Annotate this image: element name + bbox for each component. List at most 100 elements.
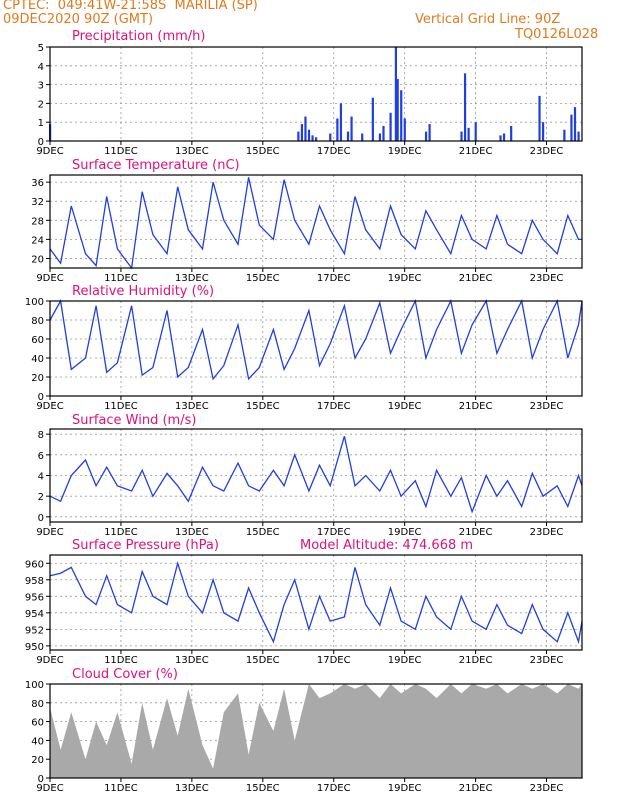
precip-bar-19 [400,90,403,141]
panel-4-xtick-label-5: 19DEC [388,655,422,666]
panel-0-xtick-label-6: 21DEC [459,146,493,157]
panel-2-xtick-label-1: 11DEC [104,401,138,412]
header-line1-right: Vertical Grid Line: 90Z [415,12,561,27]
panel-3-xtick-label-1: 11DEC [104,527,138,538]
panel-1-xtick-label-2: 13DEC [175,273,209,284]
panel-3-xtick-label-0: 9DEC [36,527,63,538]
precip-bar-6 [315,137,318,141]
precip-bar-24 [463,73,467,141]
precip-bar-28 [502,133,506,141]
precip-bar-23 [460,131,463,141]
panel-3-ytick-label-2: 4 [38,472,44,483]
panel-4-background [50,555,582,650]
panel-4-xtick-label-2: 13DEC [175,655,209,666]
panel-0-xtick-label-3: 15DEC [246,146,280,157]
panel-1-xtick-label-1: 11DEC [104,273,138,284]
panel-4-ytick-label-3: 956 [25,592,44,603]
panel-5-xtick-label-5: 19DEC [388,783,422,794]
panel-1-ytick-label-0: 20 [31,254,44,265]
panel-1-ytick-label-3: 32 [31,197,44,208]
panel-0-xtick-label-7: 23DEC [530,146,564,157]
precip-bar-27 [499,135,502,141]
precip-bar-16 [389,112,392,141]
precip-bar-5 [311,135,314,141]
precip-bar-17 [394,47,397,141]
panel-4-series-line [49,560,583,645]
panel-0-ytick-label-1: 1 [38,118,44,129]
panel-2-xtick-label-0: 9DEC [36,401,63,412]
panel-0-xtick-label-4: 17DEC [317,146,351,157]
precip-bar-8 [336,118,339,141]
panel-2-ytick-label-2: 40 [31,354,44,365]
panel-3-ytick-label-3: 6 [38,451,44,462]
header-line2-right: TQ0126L028 [515,27,599,42]
panel-5-ytick-label-3: 60 [31,718,44,729]
panel-3-xtick-label-6: 21DEC [459,527,493,538]
panel-3-xtick-label-7: 23DEC [530,527,564,538]
panel-0-xtick-label-0: 9DEC [36,146,63,157]
panel-0-xtick-label-5: 19DEC [388,146,422,157]
header-line1-left: CPTEC: 049:41W-21:58S MARILIA (SP) [3,0,258,13]
precip-bar-21 [424,131,428,141]
precip-bar-7 [329,133,332,141]
panel-1-ytick-label-4: 36 [31,178,44,189]
panel-1-xtick-label-6: 21DEC [459,273,493,284]
precip-bar-15 [382,125,385,141]
panel-0-ytick-label-3: 3 [38,81,44,92]
panel-1-frame [49,174,583,269]
panel-3-xtick-label-3: 15DEC [246,527,280,538]
precip-bar-30 [538,95,541,141]
panel-2-xtick-label-2: 13DEC [175,401,209,412]
panel-4-title: Surface Pressure (hPa) [72,538,219,553]
header-line2-left: 09DEC2020 90Z (GMT) [3,12,154,27]
panel-2-ytick-label-4: 80 [31,316,44,327]
panel-5-xtick-label-3: 15DEC [246,783,280,794]
panel-3-series-line [49,436,583,514]
panel-5-xtick-label-7: 23DEC [530,783,564,794]
panel-1-xtick-label-7: 23DEC [530,273,564,284]
precip-bar-35 [577,131,580,141]
precip-bar-2 [300,124,304,141]
precip-bar-34 [573,107,577,141]
panel-4-xtick-label-4: 17DEC [317,655,351,666]
panel-4-annotation: Model Altitude: 474.668 m [300,538,473,553]
panel-2-xtick-label-7: 23DEC [530,401,564,412]
panel-4-ytick-label-1: 952 [25,625,44,636]
panel-3-xtick-label-5: 19DEC [388,527,422,538]
precip-bar-13 [371,97,374,141]
panel-2-ytick-label-3: 60 [31,335,44,346]
panel-0-frame [49,46,583,142]
panel-4-frame [49,554,583,651]
panel-3-title: Surface Wind (m/s) [72,413,196,428]
precip-bar-3 [304,116,307,141]
panel-5-ytick-label-2: 40 [31,736,44,747]
panel-5-xtick-label-4: 17DEC [317,783,351,794]
panel-1-ytick-label-1: 24 [31,235,44,246]
precip-bar-26 [474,122,477,141]
panel-4-ytick-label-2: 954 [25,609,44,620]
precip-bar-1 [297,131,300,141]
precip-bar-9 [339,103,343,141]
panel-4-ytick-label-4: 958 [25,576,44,587]
precip-bar-11 [350,116,353,141]
panel-3-ytick-label-1: 2 [38,492,44,503]
panel-0-xtick-label-2: 13DEC [175,146,209,157]
panel-3-xtick-label-4: 17DEC [317,527,351,538]
panel-2-xtick-label-6: 21DEC [459,401,493,412]
panel-1-ytick-label-2: 28 [31,216,44,227]
panel-2-series-line [49,298,583,381]
panel-1-series-line [49,177,582,270]
panel-5-title: Cloud Cover (%) [72,667,178,682]
precip-bar-22 [428,124,431,141]
panel-2-ytick-label-5: 100 [25,297,44,308]
panel-0-ytick-label-0: 0 [38,137,44,148]
panel-5-ytick-label-5: 100 [25,680,44,691]
precip-bar-32 [563,129,566,141]
panel-0-background [50,47,582,141]
panel-0-ytick-label-2: 2 [38,99,44,110]
panel-3-ytick-label-0: 0 [38,513,44,524]
panel-2-ytick-label-0: 0 [38,392,44,403]
panel-4-xtick-label-6: 21DEC [459,655,493,666]
precip-bar-31 [541,122,545,141]
